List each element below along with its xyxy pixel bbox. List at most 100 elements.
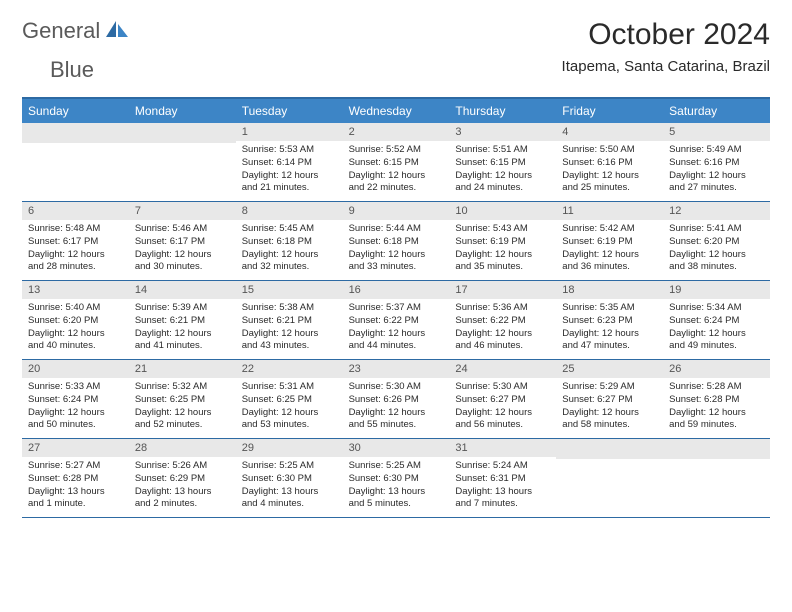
day-cell: 28Sunrise: 5:26 AMSunset: 6:29 PMDayligh… <box>129 439 236 517</box>
daylight-line: Daylight: 12 hours and 28 minutes. <box>28 249 123 275</box>
sunrise-line: Sunrise: 5:34 AM <box>669 302 764 315</box>
day-cell: 14Sunrise: 5:39 AMSunset: 6:21 PMDayligh… <box>129 281 236 359</box>
day-cell: 18Sunrise: 5:35 AMSunset: 6:23 PMDayligh… <box>556 281 663 359</box>
sunset-line: Sunset: 6:31 PM <box>455 473 550 486</box>
sunrise-line: Sunrise: 5:45 AM <box>242 223 337 236</box>
sunrise-line: Sunrise: 5:46 AM <box>135 223 230 236</box>
daylight-line: Daylight: 12 hours and 47 minutes. <box>562 328 657 354</box>
sunrise-line: Sunrise: 5:24 AM <box>455 460 550 473</box>
day-number: 19 <box>663 281 770 299</box>
day-cell: 30Sunrise: 5:25 AMSunset: 6:30 PMDayligh… <box>343 439 450 517</box>
sunset-line: Sunset: 6:24 PM <box>669 315 764 328</box>
daylight-line: Daylight: 12 hours and 46 minutes. <box>455 328 550 354</box>
sunrise-line: Sunrise: 5:43 AM <box>455 223 550 236</box>
sunrise-line: Sunrise: 5:44 AM <box>349 223 444 236</box>
day-cell: 31Sunrise: 5:24 AMSunset: 6:31 PMDayligh… <box>449 439 556 517</box>
daylight-line: Daylight: 12 hours and 25 minutes. <box>562 170 657 196</box>
day-cell: 5Sunrise: 5:49 AMSunset: 6:16 PMDaylight… <box>663 123 770 201</box>
sunrise-line: Sunrise: 5:51 AM <box>455 144 550 157</box>
day-number: 11 <box>556 202 663 220</box>
day-cell: 8Sunrise: 5:45 AMSunset: 6:18 PMDaylight… <box>236 202 343 280</box>
daylight-line: Daylight: 12 hours and 30 minutes. <box>135 249 230 275</box>
sunset-line: Sunset: 6:16 PM <box>562 157 657 170</box>
day-cell: 12Sunrise: 5:41 AMSunset: 6:20 PMDayligh… <box>663 202 770 280</box>
sunrise-line: Sunrise: 5:31 AM <box>242 381 337 394</box>
brand-logo: General <box>22 18 132 44</box>
day-cell: 16Sunrise: 5:37 AMSunset: 6:22 PMDayligh… <box>343 281 450 359</box>
day-cell: 19Sunrise: 5:34 AMSunset: 6:24 PMDayligh… <box>663 281 770 359</box>
day-body: Sunrise: 5:50 AMSunset: 6:16 PMDaylight:… <box>556 141 663 199</box>
day-number: 27 <box>22 439 129 457</box>
sunrise-line: Sunrise: 5:39 AM <box>135 302 230 315</box>
daylight-line: Daylight: 12 hours and 44 minutes. <box>349 328 444 354</box>
sunset-line: Sunset: 6:30 PM <box>242 473 337 486</box>
day-body <box>556 459 663 466</box>
sunrise-line: Sunrise: 5:53 AM <box>242 144 337 157</box>
daylight-line: Daylight: 13 hours and 1 minute. <box>28 486 123 512</box>
sunset-line: Sunset: 6:18 PM <box>242 236 337 249</box>
day-body: Sunrise: 5:32 AMSunset: 6:25 PMDaylight:… <box>129 378 236 436</box>
day-body <box>663 459 770 466</box>
day-cell: 3Sunrise: 5:51 AMSunset: 6:15 PMDaylight… <box>449 123 556 201</box>
weekday-header: Monday <box>129 99 236 123</box>
day-body <box>22 143 129 150</box>
day-number: 8 <box>236 202 343 220</box>
sunrise-line: Sunrise: 5:40 AM <box>28 302 123 315</box>
day-body: Sunrise: 5:29 AMSunset: 6:27 PMDaylight:… <box>556 378 663 436</box>
sunrise-line: Sunrise: 5:41 AM <box>669 223 764 236</box>
weekday-header: Wednesday <box>343 99 450 123</box>
day-body: Sunrise: 5:43 AMSunset: 6:19 PMDaylight:… <box>449 220 556 278</box>
sunset-line: Sunset: 6:26 PM <box>349 394 444 407</box>
day-number <box>22 123 129 143</box>
sunset-line: Sunset: 6:21 PM <box>242 315 337 328</box>
day-body: Sunrise: 5:26 AMSunset: 6:29 PMDaylight:… <box>129 457 236 515</box>
day-body: Sunrise: 5:45 AMSunset: 6:18 PMDaylight:… <box>236 220 343 278</box>
day-cell: 2Sunrise: 5:52 AMSunset: 6:15 PMDaylight… <box>343 123 450 201</box>
day-body: Sunrise: 5:52 AMSunset: 6:15 PMDaylight:… <box>343 141 450 199</box>
sunrise-line: Sunrise: 5:25 AM <box>242 460 337 473</box>
daylight-line: Daylight: 12 hours and 24 minutes. <box>455 170 550 196</box>
daylight-line: Daylight: 12 hours and 33 minutes. <box>349 249 444 275</box>
daylight-line: Daylight: 12 hours and 22 minutes. <box>349 170 444 196</box>
day-cell: 27Sunrise: 5:27 AMSunset: 6:28 PMDayligh… <box>22 439 129 517</box>
sunrise-line: Sunrise: 5:28 AM <box>669 381 764 394</box>
day-number: 13 <box>22 281 129 299</box>
sunrise-line: Sunrise: 5:29 AM <box>562 381 657 394</box>
day-cell: 7Sunrise: 5:46 AMSunset: 6:17 PMDaylight… <box>129 202 236 280</box>
sunrise-line: Sunrise: 5:37 AM <box>349 302 444 315</box>
day-body: Sunrise: 5:31 AMSunset: 6:25 PMDaylight:… <box>236 378 343 436</box>
sunset-line: Sunset: 6:30 PM <box>349 473 444 486</box>
day-number: 12 <box>663 202 770 220</box>
day-cell: 6Sunrise: 5:48 AMSunset: 6:17 PMDaylight… <box>22 202 129 280</box>
calendar-page: General October 2024 Itapema, Santa Cata… <box>0 0 792 536</box>
day-cell: 21Sunrise: 5:32 AMSunset: 6:25 PMDayligh… <box>129 360 236 438</box>
sunrise-line: Sunrise: 5:35 AM <box>562 302 657 315</box>
daylight-line: Daylight: 12 hours and 40 minutes. <box>28 328 123 354</box>
day-body: Sunrise: 5:38 AMSunset: 6:21 PMDaylight:… <box>236 299 343 357</box>
day-body: Sunrise: 5:25 AMSunset: 6:30 PMDaylight:… <box>343 457 450 515</box>
daylight-line: Daylight: 12 hours and 21 minutes. <box>242 170 337 196</box>
day-body: Sunrise: 5:46 AMSunset: 6:17 PMDaylight:… <box>129 220 236 278</box>
sunset-line: Sunset: 6:24 PM <box>28 394 123 407</box>
day-number: 30 <box>343 439 450 457</box>
weekday-header-row: SundayMondayTuesdayWednesdayThursdayFrid… <box>22 99 770 123</box>
brand-word1: General <box>22 18 100 44</box>
day-body: Sunrise: 5:27 AMSunset: 6:28 PMDaylight:… <box>22 457 129 515</box>
sunrise-line: Sunrise: 5:30 AM <box>349 381 444 394</box>
sunset-line: Sunset: 6:19 PM <box>562 236 657 249</box>
day-body: Sunrise: 5:39 AMSunset: 6:21 PMDaylight:… <box>129 299 236 357</box>
day-body: Sunrise: 5:48 AMSunset: 6:17 PMDaylight:… <box>22 220 129 278</box>
day-number: 14 <box>129 281 236 299</box>
sunrise-line: Sunrise: 5:52 AM <box>349 144 444 157</box>
brand-word2: Blue <box>50 57 94 83</box>
location-text: Itapema, Santa Catarina, Brazil <box>562 58 770 75</box>
day-number: 2 <box>343 123 450 141</box>
day-cell: 25Sunrise: 5:29 AMSunset: 6:27 PMDayligh… <box>556 360 663 438</box>
day-number: 15 <box>236 281 343 299</box>
day-cell: 1Sunrise: 5:53 AMSunset: 6:14 PMDaylight… <box>236 123 343 201</box>
daylight-line: Daylight: 12 hours and 53 minutes. <box>242 407 337 433</box>
sunset-line: Sunset: 6:28 PM <box>669 394 764 407</box>
sunset-line: Sunset: 6:20 PM <box>669 236 764 249</box>
sunset-line: Sunset: 6:15 PM <box>349 157 444 170</box>
daylight-line: Daylight: 12 hours and 56 minutes. <box>455 407 550 433</box>
